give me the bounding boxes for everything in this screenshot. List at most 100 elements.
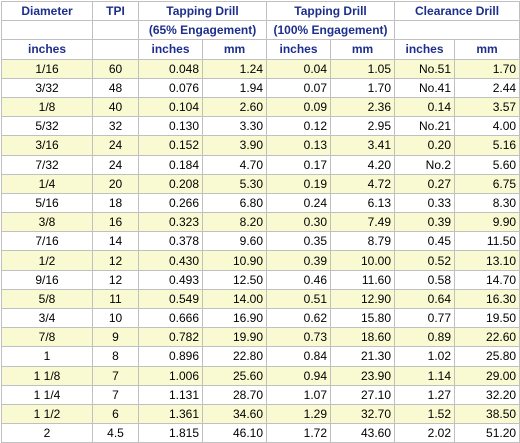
cell-clear-mm: 25.80 — [454, 346, 520, 367]
cell-clear-mm: 9.90 — [454, 212, 520, 233]
cell-tpi: 7 — [92, 384, 139, 405]
cell-tpi: 48 — [92, 77, 139, 98]
cell-tap100-in: 0.39 — [266, 250, 332, 271]
cell-tap100-in: 0.12 — [266, 116, 332, 137]
table-row: 1 1/2 6 1.361 34.60 1.29 32.70 1.52 38.50 — [1, 403, 520, 425]
unit-tap65-mm: mm — [201, 39, 268, 60]
table-row: 1/8 40 0.104 2.60 0.09 2.36 0.14 3.57 — [1, 96, 520, 118]
cell-tap65-in: 0.104 — [138, 96, 203, 118]
cell-tap100-mm: 1.70 — [330, 77, 396, 98]
cell-tap100-in: 0.62 — [266, 307, 332, 329]
unit-clear-in: inches — [394, 39, 456, 60]
cell-clear-mm: 19.50 — [454, 307, 520, 329]
table-row: 7/32 24 0.184 4.70 0.17 4.20 No.2 5.60 — [1, 154, 520, 175]
cell-tap65-mm: 1.24 — [201, 58, 268, 79]
cell-tap100-mm: 23.90 — [330, 365, 396, 386]
cell-clear-mm: 32.20 — [454, 384, 520, 405]
cell-tap65-in: 0.076 — [138, 77, 203, 98]
cell-tap100-mm: 32.70 — [330, 403, 396, 425]
cell-tap100-in: 0.04 — [266, 58, 332, 79]
cell-clear-in: 0.20 — [394, 135, 456, 156]
cell-clear-in: 1.02 — [394, 346, 456, 367]
unit-tpi — [92, 39, 139, 60]
cell-tpi: 10 — [92, 307, 139, 329]
table-row: 3/8 16 0.323 8.20 0.30 7.49 0.39 9.90 — [1, 212, 520, 233]
cell-tap65-mm: 19.90 — [201, 327, 268, 348]
cell-tpi: 60 — [92, 58, 139, 79]
table-row: 2 4.5 1.815 46.10 1.72 43.60 2.02 51.20 — [1, 423, 520, 443]
cell-clear-mm: 38.50 — [454, 403, 520, 425]
cell-tap100-in: 0.13 — [266, 135, 332, 156]
cell-clear-in: 1.14 — [394, 365, 456, 386]
cell-clear-in: 0.45 — [394, 231, 456, 252]
cell-tap100-in: 0.46 — [266, 269, 332, 290]
cell-clear-in: No.51 — [394, 58, 456, 79]
table-row: 5/16 18 0.266 6.80 0.24 6.13 0.33 8.30 — [1, 192, 520, 214]
cell-clear-in: 1.52 — [394, 403, 456, 425]
cell-tpi: 40 — [92, 96, 139, 118]
cell-tpi: 14 — [92, 231, 139, 252]
cell-tap100-mm: 15.80 — [330, 307, 396, 329]
cell-clear-mm: 51.20 — [454, 423, 520, 443]
cell-tap65-mm: 34.60 — [201, 403, 268, 425]
cell-clear-mm: 11.50 — [454, 231, 520, 252]
cell-tap65-mm: 2.60 — [201, 96, 268, 118]
cell-diameter: 1/4 — [1, 173, 93, 194]
cell-tap65-in: 0.266 — [138, 192, 203, 214]
cell-clear-in: No.21 — [394, 116, 456, 137]
cell-tap100-mm: 11.60 — [330, 269, 396, 290]
cell-tap100-mm: 2.95 — [330, 116, 396, 137]
cell-diameter: 1 1/2 — [1, 403, 93, 425]
cell-tap65-in: 1.006 — [138, 365, 203, 386]
table-row: 1/4 20 0.208 5.30 0.19 4.72 0.27 6.75 — [1, 173, 520, 194]
table-row: 1/2 12 0.430 10.90 0.39 10.00 0.52 13.10 — [1, 250, 520, 271]
cell-tap100-in: 0.35 — [266, 231, 332, 252]
cell-tap100-mm: 8.79 — [330, 231, 396, 252]
unit-tap65-in: inches — [138, 39, 203, 60]
header-clearance: Clearance Drill — [394, 0, 520, 22]
cell-tap100-in: 0.73 — [266, 327, 332, 348]
unit-clear-mm: mm — [454, 39, 520, 60]
cell-tap100-mm: 21.30 — [330, 346, 396, 367]
cell-clear-in: 0.33 — [394, 192, 456, 214]
cell-tap65-mm: 12.50 — [201, 269, 268, 290]
cell-tap65-in: 0.666 — [138, 307, 203, 329]
cell-tap65-mm: 6.80 — [201, 192, 268, 214]
cell-tap100-mm: 12.90 — [330, 288, 396, 310]
cell-clear-mm: 5.60 — [454, 154, 520, 175]
cell-tpi: 9 — [92, 327, 139, 348]
cell-tap65-mm: 4.70 — [201, 154, 268, 175]
cell-tap65-mm: 1.94 — [201, 77, 268, 98]
cell-tap100-in: 1.29 — [266, 403, 332, 425]
cell-tap100-in: 0.07 — [266, 77, 332, 98]
table-row: 5/32 32 0.130 3.30 0.12 2.95 No.21 4.00 — [1, 116, 520, 137]
cell-diameter: 1/8 — [1, 96, 93, 118]
cell-clear-mm: 8.30 — [454, 192, 520, 214]
header-tpi: TPI — [92, 0, 139, 22]
unit-tap100-in: inches — [266, 39, 332, 60]
cell-tap100-mm: 4.72 — [330, 173, 396, 194]
cell-tpi: 8 — [92, 346, 139, 367]
cell-tap100-in: 1.07 — [266, 384, 332, 405]
cell-tpi: 32 — [92, 116, 139, 137]
cell-clear-mm: 13.10 — [454, 250, 520, 271]
cell-tap65-in: 0.323 — [138, 212, 203, 233]
cell-tap100-in: 0.17 — [266, 154, 332, 175]
cell-clear-in: 1.27 — [394, 384, 456, 405]
header-diameter: Diameter — [1, 0, 93, 22]
cell-tap65-in: 0.896 — [138, 346, 203, 367]
cell-tap65-in: 0.378 — [138, 231, 203, 252]
cell-tap100-mm: 4.20 — [330, 154, 396, 175]
cell-clear-in: 0.77 — [394, 307, 456, 329]
cell-clear-mm: 22.60 — [454, 327, 520, 348]
cell-tap100-in: 0.84 — [266, 346, 332, 367]
cell-clear-in: 0.39 — [394, 212, 456, 233]
table-row: 3/32 48 0.076 1.94 0.07 1.70 No.41 2.44 — [1, 77, 520, 98]
cell-tap65-in: 0.549 — [138, 288, 203, 310]
cell-tap100-mm: 6.13 — [330, 192, 396, 214]
cell-clear-mm: 2.44 — [454, 77, 520, 98]
table-row: 1 1/4 7 1.131 28.70 1.07 27.10 1.27 32.20 — [1, 384, 520, 405]
cell-diameter: 9/16 — [1, 269, 93, 290]
cell-clear-mm: 4.00 — [454, 116, 520, 137]
cell-tap65-mm: 46.10 — [201, 423, 268, 443]
